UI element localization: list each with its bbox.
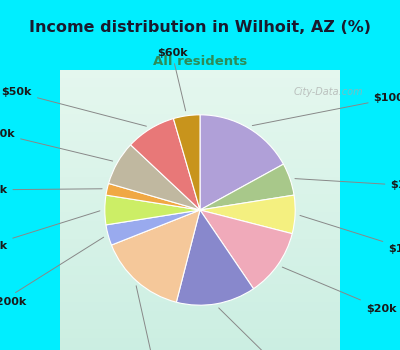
Bar [0,142,400,150]
Bar [0,267,400,276]
Bar [0,348,400,350]
Wedge shape [174,115,200,210]
Bar [0,133,400,142]
Bar [0,312,400,321]
Bar [0,249,400,258]
Text: Income distribution in Wilhoit, AZ (%): Income distribution in Wilhoit, AZ (%) [29,20,371,35]
Bar [0,204,400,214]
Bar [0,160,400,169]
Bar [0,61,400,70]
Bar [0,34,400,43]
Text: $100k: $100k [252,93,400,126]
Bar [0,222,400,231]
Bar [0,231,400,240]
Bar [0,25,400,34]
Wedge shape [131,119,200,210]
Text: $150k: $150k [0,211,100,251]
Bar [0,70,400,79]
Bar [0,150,400,160]
Bar [0,321,400,330]
Bar [0,339,400,348]
Wedge shape [176,210,254,305]
Wedge shape [105,195,200,225]
Wedge shape [200,210,292,289]
Bar [0,303,400,312]
Bar [0,97,400,106]
Bar [0,187,400,195]
Bar [0,43,400,52]
Text: $10k: $10k [295,178,400,190]
Bar [0,52,400,61]
Wedge shape [106,210,200,245]
Wedge shape [108,145,200,210]
Text: $30k: $30k [136,286,168,350]
Bar [0,276,400,285]
Bar [0,195,400,204]
Bar [0,88,400,97]
Wedge shape [106,183,200,210]
Bar [0,285,400,294]
Bar [0,124,400,133]
Bar [0,177,400,187]
Bar [0,169,400,177]
Wedge shape [200,195,295,234]
Text: City-Data.com: City-Data.com [294,88,364,97]
Bar [0,240,400,249]
Text: $125k: $125k [300,215,400,254]
Text: > $200k: > $200k [0,237,104,307]
Wedge shape [200,115,284,210]
Bar [0,106,400,115]
Text: $50k: $50k [2,88,146,126]
Wedge shape [200,164,294,210]
Text: $75k: $75k [219,308,288,350]
Bar [0,294,400,303]
Text: $200k: $200k [0,185,102,195]
Text: $20k: $20k [282,267,396,314]
Text: $40k: $40k [0,129,113,161]
Bar [0,79,400,88]
Bar [0,115,400,124]
Text: All residents: All residents [153,55,247,68]
Bar [0,258,400,267]
Wedge shape [112,210,200,302]
Text: $60k: $60k [157,48,187,111]
Bar [0,330,400,339]
Bar [0,214,400,222]
